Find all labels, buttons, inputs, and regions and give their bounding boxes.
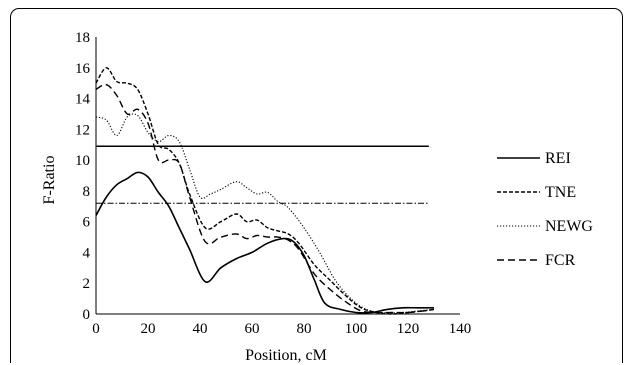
legend-label-fcr: FCR bbox=[545, 252, 576, 269]
y-tick-label: 2 bbox=[83, 276, 91, 292]
y-tick-label: 18 bbox=[75, 30, 90, 46]
y-tick-label: 6 bbox=[83, 215, 91, 231]
x-tick-label: 0 bbox=[92, 321, 100, 337]
series-line-tne bbox=[95, 67, 435, 315]
legend-label-rei: REI bbox=[545, 150, 571, 167]
y-tick-label: 8 bbox=[83, 184, 91, 200]
x-tick-label: 100 bbox=[345, 321, 368, 337]
y-tick-label: 4 bbox=[83, 245, 91, 261]
series-line-fcr bbox=[95, 83, 435, 314]
y-tick-label: 14 bbox=[75, 92, 91, 108]
legend: REI TNE NEWG FCR bbox=[497, 150, 593, 269]
reference-lines bbox=[96, 145, 429, 204]
tick-labels: 0 2 4 6 8 10 12 14 16 18 0 20 40 60 80 100 120 140 bbox=[75, 30, 471, 337]
y-axis-label: F-Ratio bbox=[41, 156, 58, 205]
axes bbox=[95, 37, 460, 315]
x-axis-label: Position, cM bbox=[245, 347, 327, 364]
chart-frame bbox=[10, 8, 623, 363]
series-line-newg bbox=[95, 113, 435, 314]
x-tick-label: 120 bbox=[397, 321, 420, 337]
y-tick-label: 16 bbox=[75, 61, 91, 77]
y-tick-label: 12 bbox=[75, 122, 90, 138]
x-tick-label: 60 bbox=[245, 321, 260, 337]
y-tick-label: 10 bbox=[75, 153, 90, 169]
x-tick-label: 20 bbox=[141, 321, 156, 337]
x-tick-label: 140 bbox=[449, 321, 472, 337]
series-lines bbox=[95, 67, 435, 315]
series-line-rei bbox=[95, 171, 434, 314]
legend-label-newg: NEWG bbox=[545, 218, 593, 235]
legend-label-tne: TNE bbox=[545, 184, 576, 201]
y-tick-label: 0 bbox=[83, 307, 91, 323]
x-tick-label: 80 bbox=[297, 321, 312, 337]
x-tick-label: 40 bbox=[193, 321, 208, 337]
